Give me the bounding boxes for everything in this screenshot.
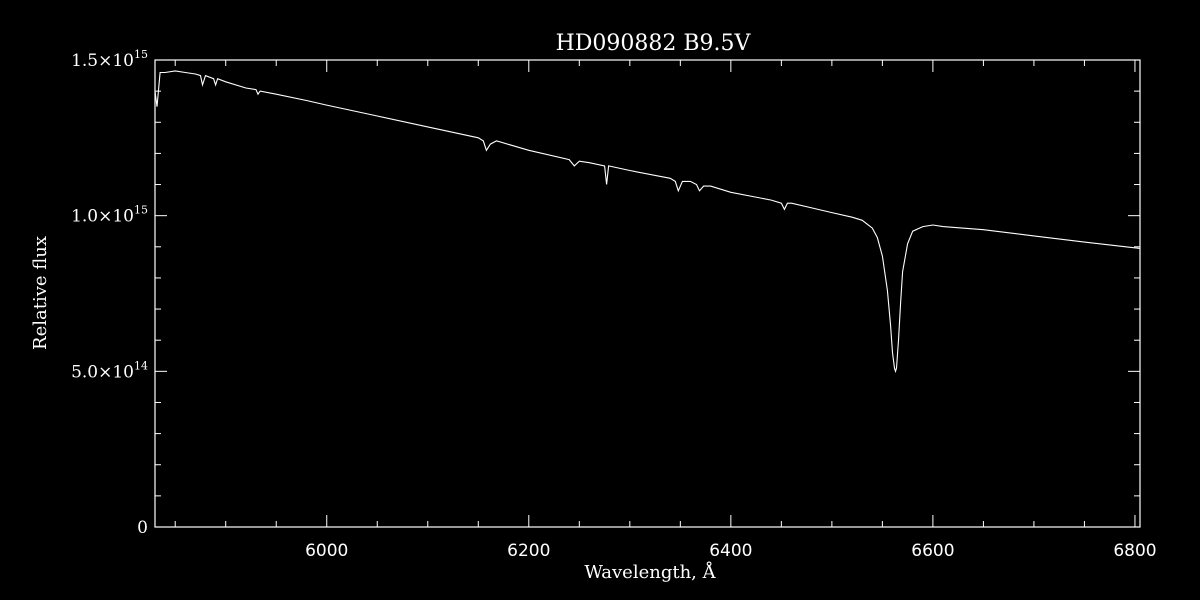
chart-title: HD090882 B9.5V [556,31,752,56]
y-axis-label: Relative flux [30,236,51,350]
y-tick-label: 1.0×1015 [71,204,148,227]
y-tick-label: 1.5×1015 [71,48,148,71]
x-axis-label: Wavelength, Å [584,561,716,583]
axis-ticks [155,59,1140,528]
x-tick-label: 6000 [305,541,348,561]
y-tick-label: 5.0×1014 [71,359,148,382]
y-tick-label: 0 [137,518,148,538]
spectrum-line [154,70,1141,374]
x-tick-label: 6800 [1113,541,1156,561]
plot-frame [154,59,1141,528]
x-tick-label: 6200 [507,541,550,561]
y-tick-labels: 0 5.0×1014 1.0×1015 1.5×1015 [71,48,148,538]
x-tick-label: 6400 [709,541,752,561]
x-tick-labels: 6000 6200 6400 6600 6800 [305,541,1156,561]
x-tick-label: 6600 [911,541,954,561]
